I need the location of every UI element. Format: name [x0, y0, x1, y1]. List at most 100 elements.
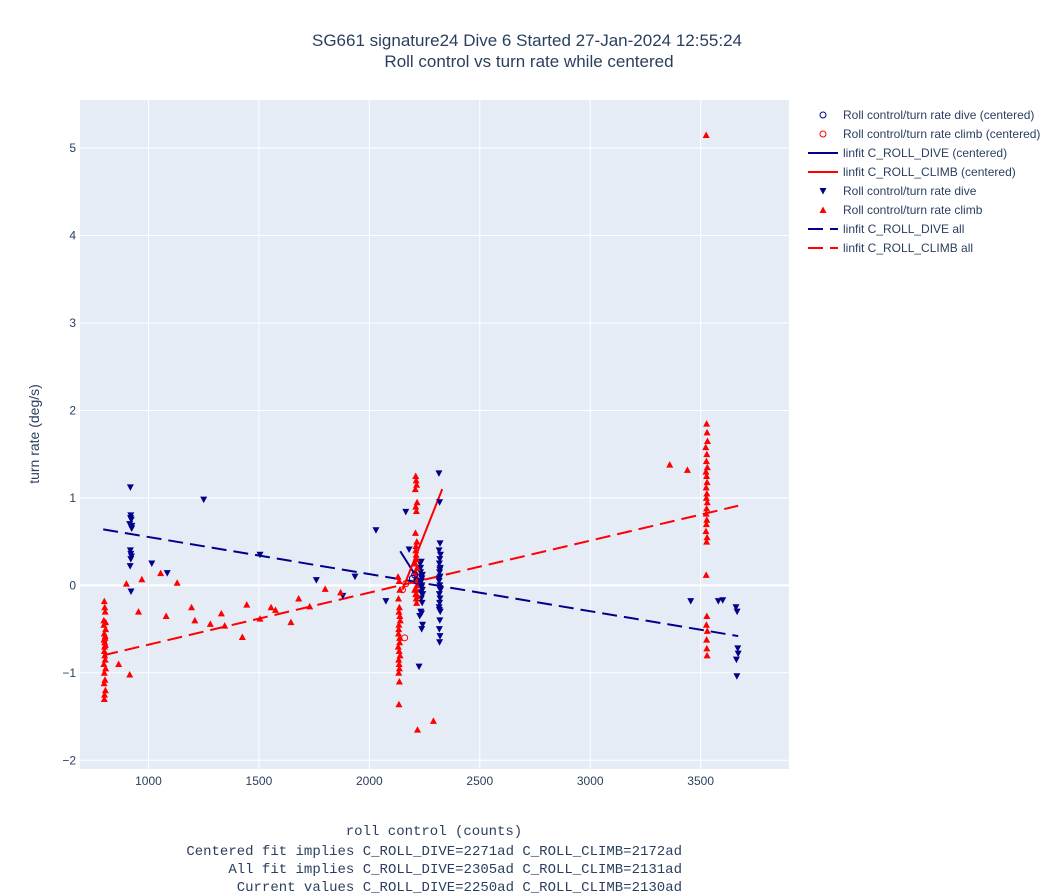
data-point-triangle-up [115, 660, 123, 668]
data-point-triangle-down [256, 551, 264, 559]
data-point-triangle-up [243, 601, 251, 608]
legend-symbol [819, 206, 827, 213]
data-point-triangle-down [435, 606, 443, 614]
data-point-triangle-down [436, 599, 444, 607]
data-point-triangle-up [191, 616, 199, 624]
data-point-triangle-down [418, 571, 426, 579]
data-point-triangle-up [702, 131, 710, 138]
data-point-triangle-down [405, 546, 413, 553]
data-point-triangle-up [188, 603, 196, 611]
data-point-triangle-up [702, 483, 710, 491]
plot-area [80, 100, 789, 769]
legend-item[interactable]: Roll control/turn rate dive (centered) [819, 108, 1034, 122]
legend-item[interactable]: Roll control/turn rate climb [819, 203, 983, 217]
data-point-triangle-down [734, 650, 742, 658]
data-point-triangle-down [436, 617, 444, 624]
data-point-triangle-down [435, 591, 443, 598]
data-point-triangle-up [395, 608, 403, 615]
data-point-triangle-up [102, 625, 110, 633]
data-point-triangle-up [394, 643, 402, 650]
data-point-triangle-up [395, 647, 403, 654]
fit-line [401, 488, 444, 591]
data-point-triangle-down [416, 612, 424, 620]
data-point-triangle-down [436, 595, 444, 602]
legend-label: Roll control/turn rate climb [843, 203, 983, 217]
legend-label: linfit C_ROLL_CLIMB all [843, 241, 973, 255]
legend-item[interactable]: linfit C_ROLL_CLIMB all [808, 241, 973, 255]
data-point-triangle-down [163, 570, 171, 577]
data-point-triangle-up [703, 498, 711, 506]
legend-item[interactable]: linfit C_ROLL_DIVE (centered) [808, 146, 1007, 160]
legend-label: linfit C_ROLL_DIVE all [843, 222, 964, 236]
data-point-triangle-down [436, 582, 444, 589]
data-point-triangle-down [418, 575, 426, 582]
y-tick-label: 4 [69, 229, 76, 243]
data-point-triangle-down [435, 575, 443, 582]
data-point-triangle-up [703, 644, 711, 652]
data-point-triangle-down [435, 560, 443, 567]
y-tick-label: −2 [62, 753, 76, 767]
data-point-triangle-up [395, 700, 403, 708]
data-point-triangle-up [412, 546, 420, 554]
legend-symbol [819, 111, 827, 119]
legend-item[interactable]: Roll control/turn rate dive [819, 184, 977, 198]
data-point-triangle-down [732, 604, 740, 611]
x-tick-label: 2500 [466, 774, 493, 788]
data-point-triangle-up [238, 633, 246, 640]
data-point-triangle-up [394, 573, 402, 580]
data-point-triangle-up [122, 580, 130, 587]
data-point-triangle-up [413, 498, 421, 506]
data-point-triangle-up [703, 463, 711, 471]
data-point-triangle-up [412, 551, 420, 558]
data-point-triangle-up [101, 603, 109, 611]
data-point-triangle-up [101, 686, 109, 694]
data-point-triangle-up [395, 660, 403, 668]
data-point-triangle-up [102, 664, 110, 672]
data-point-triangle-down [127, 515, 135, 522]
data-point-triangle-down [733, 673, 741, 680]
legend-item[interactable]: linfit C_ROLL_DIVE all [808, 222, 964, 236]
data-point-triangle-up [703, 533, 711, 541]
data-point-triangle-up [394, 594, 402, 602]
legend-item[interactable]: Roll control/turn rate climb (centered) [819, 127, 1040, 141]
data-point-triangle-down [436, 566, 444, 574]
data-point-triangle-up [395, 664, 403, 672]
legend-symbol [819, 188, 827, 195]
data-point-triangle-down [402, 508, 410, 516]
y-axis-label: turn rate (deg/s) [26, 384, 42, 484]
data-point-triangle-up [412, 476, 420, 484]
legend-item[interactable]: linfit C_ROLL_CLIMB (centered) [808, 165, 1016, 179]
data-point-triangle-up [295, 594, 303, 602]
data-point-triangle-up [703, 538, 711, 545]
data-point-triangle-down [200, 496, 208, 504]
data-point-triangle-up [100, 669, 108, 676]
legend: Roll control/turn rate dive (centered) Ro… [808, 108, 1040, 255]
data-point-triangle-down [734, 645, 742, 652]
data-point-triangle-up [396, 634, 404, 641]
x-tick-label: 1500 [246, 774, 273, 788]
data-point-triangle-up [101, 691, 109, 698]
data-point-triangle-down [417, 589, 425, 596]
data-point-triangle-up [411, 485, 419, 493]
legend-label: Roll control/turn rate dive (centered) [843, 108, 1034, 122]
data-point-triangle-down [417, 564, 425, 572]
data-point-triangle-up [702, 621, 710, 628]
data-point-triangle-up [702, 520, 710, 528]
data-point-triangle-up [703, 450, 711, 458]
data-point-triangle-down [436, 639, 444, 646]
data-point-triangle-down [419, 621, 427, 629]
data-point-triangle-down [435, 547, 443, 554]
data-point-triangle-up [102, 618, 110, 626]
legend-label: linfit C_ROLL_CLIMB (centered) [843, 165, 1016, 179]
data-point-triangle-down [436, 551, 444, 559]
data-point-triangle-down [415, 663, 423, 671]
data-point-triangle-up [702, 468, 710, 475]
data-point-triangle-up [413, 599, 421, 606]
data-point-triangle-up [287, 618, 295, 626]
data-point-triangle-up [703, 478, 711, 486]
data-point-triangle-down [126, 484, 134, 491]
data-point-triangle-up [413, 555, 421, 563]
data-point-triangle-up [395, 577, 403, 584]
data-point-triangle-up [396, 651, 404, 659]
